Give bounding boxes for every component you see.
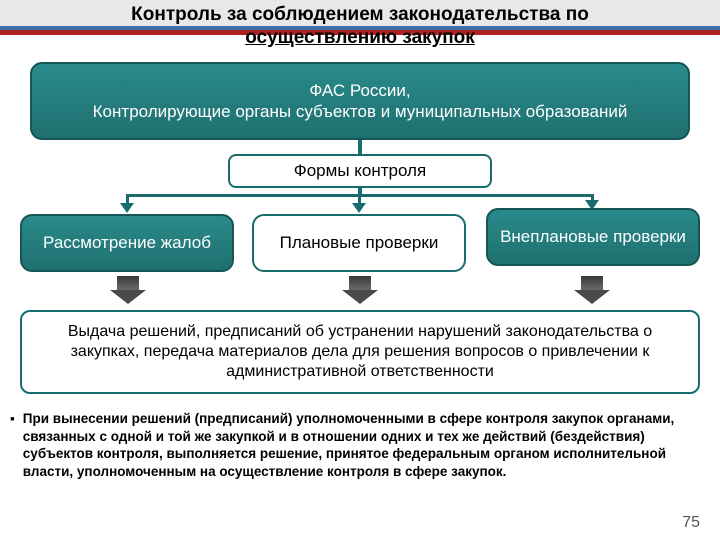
arrow-icon xyxy=(120,203,134,213)
connector xyxy=(358,140,362,154)
result-box: Выдача решений, предписаний об устранени… xyxy=(20,310,700,394)
header-band: Контроль за соблюдением законодательства… xyxy=(0,0,720,58)
slide-number: 75 xyxy=(682,514,700,532)
form-box-complaints: Рассмотрение жалоб xyxy=(20,214,234,272)
big-arrow-icon xyxy=(110,276,146,302)
forms-label: Формы контроля xyxy=(294,160,426,181)
footnote-block: ▪ При вынесении решений (предписаний) уп… xyxy=(10,410,700,480)
footnote-text: При вынесении решений (предписаний) упол… xyxy=(23,410,700,480)
form-box-unplanned: Внеплановые проверки xyxy=(486,208,700,266)
form-box-planned: Плановые проверки xyxy=(252,214,466,272)
forms-label-box: Формы контроля xyxy=(228,154,492,188)
authority-text: ФАС России, Контролирующие органы субъек… xyxy=(93,80,628,123)
big-arrow-icon xyxy=(342,276,378,302)
bullet-icon: ▪ xyxy=(10,410,15,480)
big-arrow-icon xyxy=(574,276,610,302)
form3-text: Внеплановые проверки xyxy=(500,226,686,247)
arrow-icon xyxy=(352,203,366,213)
result-text: Выдача решений, предписаний об устранени… xyxy=(42,322,678,382)
title-line2: осуществлению закупок xyxy=(245,27,475,48)
authority-box: ФАС России, Контролирующие органы субъек… xyxy=(30,62,690,140)
title-line1: Контроль за соблюдением законодательства… xyxy=(131,4,589,25)
form2-text: Плановые проверки xyxy=(280,232,439,253)
form1-text: Рассмотрение жалоб xyxy=(43,232,211,253)
page-title: Контроль за соблюдением законодательства… xyxy=(0,4,720,50)
